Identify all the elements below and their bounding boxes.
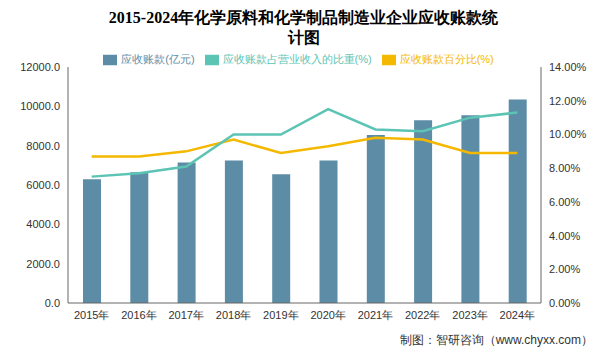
svg-text:10.00%: 10.00% xyxy=(549,128,587,140)
svg-text:12.00%: 12.00% xyxy=(549,95,587,107)
svg-text:6.00%: 6.00% xyxy=(549,196,580,208)
svg-text:2024年: 2024年 xyxy=(500,309,535,321)
svg-text:0.0: 0.0 xyxy=(45,297,60,309)
svg-text:2023年: 2023年 xyxy=(452,309,487,321)
html-text:应收账款占营业收入的比重(%): 应收账款占营业收入的比重(%) xyxy=(222,53,372,65)
svg-text:6000.0: 6000.0 xyxy=(26,179,60,191)
svg-text:14.00%: 14.00% xyxy=(549,61,587,73)
svg-text:2016年: 2016年 xyxy=(121,309,156,321)
svg-text:10000.0: 10000.0 xyxy=(20,100,60,112)
svg-text:2000.0: 2000.0 xyxy=(26,258,60,270)
svg-text:2.00%: 2.00% xyxy=(549,263,580,275)
svg-text:2018年: 2018年 xyxy=(216,309,251,321)
svg-text:2019年: 2019年 xyxy=(263,309,298,321)
html-text:制图：智研咨询（www.chyxx.com）: 制图：智研咨询（www.chyxx.com） xyxy=(399,333,593,347)
svg-text:0.00%: 0.00% xyxy=(549,297,580,309)
svg-text:4000.0: 4000.0 xyxy=(26,218,60,230)
html-text:应收账款(亿元): 应收账款(亿元) xyxy=(121,53,195,65)
svg-text:8.00%: 8.00% xyxy=(549,162,580,174)
svg-text:2015年: 2015年 xyxy=(74,309,109,321)
svg-text:8000.0: 8000.0 xyxy=(26,140,60,152)
svg-text:12000.0: 12000.0 xyxy=(20,61,60,73)
svg-text:2020年: 2020年 xyxy=(310,309,345,321)
svg-text:4.00%: 4.00% xyxy=(549,230,580,242)
html-text:应收账款百分比(%): 应收账款百分比(%) xyxy=(399,53,494,65)
html-text:2015-2024年化学原料和化学制品制造业企业应收账款统计: 2015-2024年化学原料和化学制品制造业企业应收账款统计图 xyxy=(108,9,499,46)
svg-text:2022年: 2022年 xyxy=(405,309,440,321)
svg-text:2017年: 2017年 xyxy=(169,309,204,321)
svg-text:2021年: 2021年 xyxy=(358,309,393,321)
